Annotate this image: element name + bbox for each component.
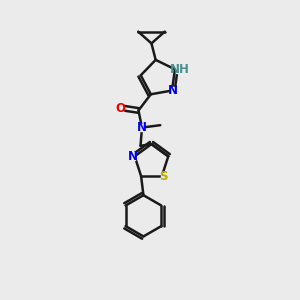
Bar [171, 87, 175, 94]
Bar [161, 173, 166, 181]
Text: NH: NH [170, 63, 190, 76]
Text: N: N [137, 121, 147, 134]
Text: O: O [116, 102, 126, 115]
Bar [176, 65, 184, 73]
Bar [140, 124, 144, 131]
Bar [118, 104, 123, 112]
Text: S: S [159, 170, 168, 183]
Text: N: N [168, 84, 178, 97]
Bar [131, 152, 135, 160]
Text: N: N [128, 150, 138, 163]
